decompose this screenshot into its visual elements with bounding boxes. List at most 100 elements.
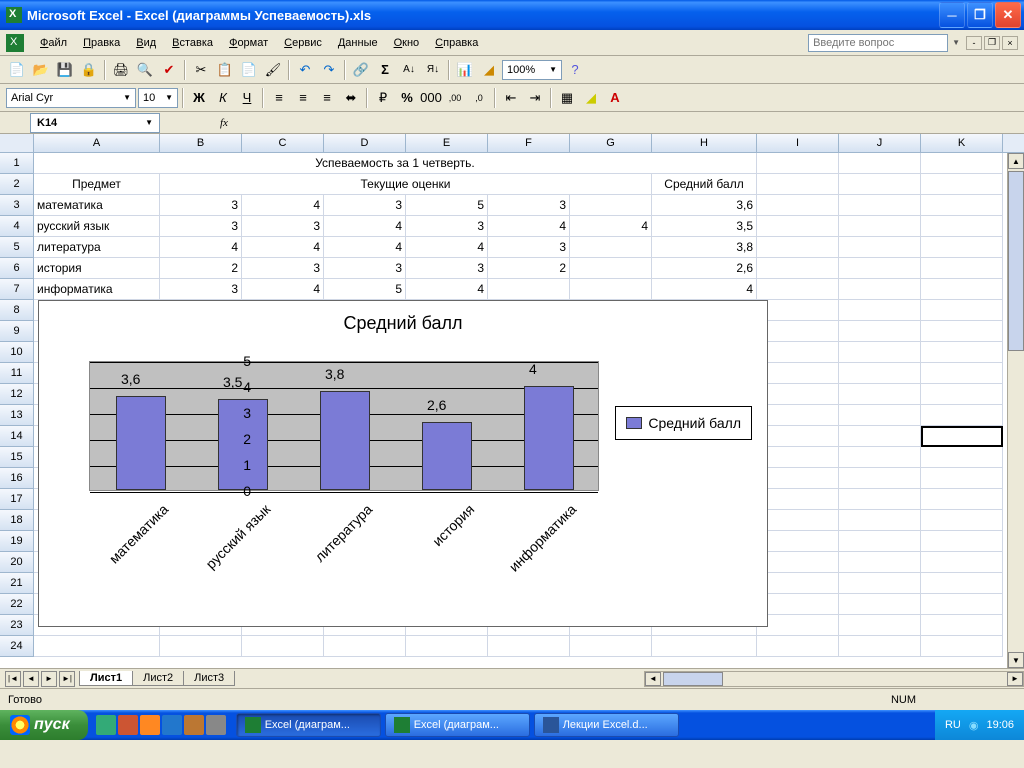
cell-H24[interactable]	[652, 636, 757, 657]
row-header-4[interactable]: 4	[0, 216, 34, 237]
row-header-7[interactable]: 7	[0, 279, 34, 300]
cell-K15[interactable]	[921, 447, 1003, 468]
cell-J12[interactable]	[839, 384, 921, 405]
cell-I7[interactable]	[757, 279, 839, 300]
cell-J11[interactable]	[839, 363, 921, 384]
sort-desc-button[interactable]: Я↓	[422, 59, 444, 81]
cell-grade[interactable]: 2	[160, 258, 242, 279]
row-header-12[interactable]: 12	[0, 384, 34, 405]
sheet-tab-Лист2[interactable]: Лист2	[132, 671, 184, 686]
comma-button[interactable]: 000	[420, 87, 442, 109]
cell-avg[interactable]: 3,5	[652, 216, 757, 237]
cell-J15[interactable]	[839, 447, 921, 468]
fx-label[interactable]: fx	[220, 117, 228, 129]
cell-avg[interactable]: 3,8	[652, 237, 757, 258]
cell-I3[interactable]	[757, 195, 839, 216]
ql-icon[interactable]	[140, 715, 160, 735]
cell-J10[interactable]	[839, 342, 921, 363]
cell-grade[interactable]: 4	[406, 237, 488, 258]
cell-K20[interactable]	[921, 552, 1003, 573]
row-header-19[interactable]: 19	[0, 531, 34, 552]
selected-cell[interactable]	[921, 426, 1003, 447]
cell-grade[interactable]	[570, 279, 652, 300]
cell-K10[interactable]	[921, 342, 1003, 363]
worksheet-grid[interactable]: ABCDEFGHIJK 1Успеваемость за 1 четверть.…	[0, 134, 1024, 668]
row-header-14[interactable]: 14	[0, 426, 34, 447]
new-button[interactable]: 📄	[6, 59, 28, 81]
horizontal-scrollbar[interactable]: ◄ ►	[644, 671, 1024, 687]
dec-indent-button[interactable]: ⇤	[500, 87, 522, 109]
row-header-5[interactable]: 5	[0, 237, 34, 258]
cell-I22[interactable]	[757, 594, 839, 615]
ql-icon[interactable]	[162, 715, 182, 735]
align-left-button[interactable]: ≡	[268, 87, 290, 109]
cell-grade[interactable]: 3	[488, 237, 570, 258]
help-button[interactable]: ?	[564, 59, 586, 81]
row-header-22[interactable]: 22	[0, 594, 34, 615]
cell-J1[interactable]	[839, 153, 921, 174]
undo-button[interactable]: ↶	[294, 59, 316, 81]
sort-asc-button[interactable]: A↓	[398, 59, 420, 81]
select-all-corner[interactable]	[0, 134, 34, 152]
row-header-20[interactable]: 20	[0, 552, 34, 573]
cell-K6[interactable]	[921, 258, 1003, 279]
save-button[interactable]: 💾	[54, 59, 76, 81]
cell-J19[interactable]	[839, 531, 921, 552]
cell-grade[interactable]: 3	[324, 195, 406, 216]
cut-button[interactable]: ✂	[190, 59, 212, 81]
cell-I12[interactable]	[757, 384, 839, 405]
cell-subject-3[interactable]: математика	[34, 195, 160, 216]
cell-I10[interactable]	[757, 342, 839, 363]
cell-I18[interactable]	[757, 510, 839, 531]
row-header-15[interactable]: 15	[0, 447, 34, 468]
cell-J20[interactable]	[839, 552, 921, 573]
cell-grade[interactable]: 3	[160, 216, 242, 237]
ql-icon[interactable]	[118, 715, 138, 735]
cell-grade[interactable]: 3	[406, 216, 488, 237]
column-header-C[interactable]: C	[242, 134, 324, 152]
align-right-button[interactable]: ≡	[316, 87, 338, 109]
cell-J6[interactable]	[839, 258, 921, 279]
cell-K3[interactable]	[921, 195, 1003, 216]
scroll-down-button[interactable]: ▼	[1008, 652, 1024, 668]
fill-color-button[interactable]: ◢	[580, 87, 602, 109]
column-header-F[interactable]: F	[488, 134, 570, 152]
cell-grade[interactable]: 2	[488, 258, 570, 279]
menu-Формат[interactable]: Формат	[221, 33, 276, 53]
cell-K17[interactable]	[921, 489, 1003, 510]
paste-button[interactable]: 📄	[238, 59, 260, 81]
row-header-23[interactable]: 23	[0, 615, 34, 636]
cell-K18[interactable]	[921, 510, 1003, 531]
cell-F24[interactable]	[488, 636, 570, 657]
mdi-close-button[interactable]: ×	[1002, 36, 1018, 50]
currency-button[interactable]: ₽	[372, 87, 394, 109]
name-box[interactable]: K14▼	[30, 113, 160, 133]
cell-J16[interactable]	[839, 468, 921, 489]
cell-subject-6[interactable]: история	[34, 258, 160, 279]
borders-button[interactable]: ▦	[556, 87, 578, 109]
cell-I20[interactable]	[757, 552, 839, 573]
scroll-up-button[interactable]: ▲	[1008, 153, 1024, 169]
hyperlink-button[interactable]: 🔗	[350, 59, 372, 81]
cell-subject-5[interactable]: литература	[34, 237, 160, 258]
menu-Окно[interactable]: Окно	[386, 33, 428, 53]
cell-K16[interactable]	[921, 468, 1003, 489]
inc-indent-button[interactable]: ⇥	[524, 87, 546, 109]
cell-grade[interactable]: 3	[160, 195, 242, 216]
cell-grade[interactable]: 4	[242, 279, 324, 300]
cell-grade[interactable]: 3	[242, 216, 324, 237]
cell-avg[interactable]: 2,6	[652, 258, 757, 279]
chart-wizard-button[interactable]: 📊	[454, 59, 476, 81]
percent-button[interactable]: %	[396, 87, 418, 109]
cell-J13[interactable]	[839, 405, 921, 426]
cell-K12[interactable]	[921, 384, 1003, 405]
row-header-8[interactable]: 8	[0, 300, 34, 321]
cell-I9[interactable]	[757, 321, 839, 342]
title-cell[interactable]: Успеваемость за 1 четверть.	[34, 153, 757, 174]
language-indicator[interactable]: RU	[945, 719, 961, 731]
cell-grade[interactable]	[488, 279, 570, 300]
ql-icon[interactable]	[184, 715, 204, 735]
cell-I16[interactable]	[757, 468, 839, 489]
row-header-18[interactable]: 18	[0, 510, 34, 531]
cell-grade[interactable]: 4	[242, 195, 324, 216]
